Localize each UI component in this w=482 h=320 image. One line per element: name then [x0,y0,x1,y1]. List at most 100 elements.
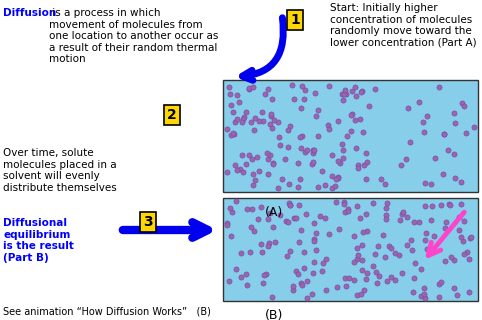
Point [441,258,449,263]
Point [325,84,333,89]
Point [363,271,371,276]
Point [335,227,343,232]
Point [351,117,359,123]
Point [379,232,387,237]
Point [344,206,351,212]
Point [383,279,390,284]
Point [358,88,366,93]
Point [470,124,478,129]
Point [350,260,358,265]
Point [369,264,376,269]
Point [321,257,329,262]
Point [340,91,348,96]
Point [249,156,256,161]
Point [265,171,272,176]
Point [395,252,403,258]
Point [347,128,355,133]
Point [362,150,370,156]
Point [324,122,332,127]
Point [325,232,333,237]
Point [458,100,466,106]
Point [382,217,389,222]
Point [382,206,390,211]
Point [245,85,253,91]
Point [264,87,272,92]
Point [417,267,425,272]
Point [358,268,366,273]
Point [353,204,361,209]
Point [428,218,435,223]
Point [267,111,275,116]
Point [295,203,303,208]
Point [359,229,367,234]
Point [437,203,445,208]
Point [249,84,257,89]
Point [457,179,465,184]
Point [369,200,376,205]
Point [362,160,370,165]
Point [240,115,248,120]
Point [398,271,406,276]
Point [309,159,317,164]
Point [282,218,290,223]
Point [360,287,368,292]
Point [223,126,231,131]
Point [339,155,347,160]
Point [286,124,294,129]
Point [262,271,269,276]
Point [333,285,341,290]
Point [409,289,417,294]
Point [466,235,473,240]
Point [255,118,263,123]
Point [430,233,438,238]
Point [415,99,423,104]
Point [465,257,473,262]
Text: Over time, solute
molecules placed in a
solvent will evenly
distribute themselve: Over time, solute molecules placed in a … [3,148,117,193]
Text: Diffusional
equilibrium
is the result
(Part B): Diffusional equilibrium is the result (P… [3,218,74,263]
Point [328,174,336,179]
Point [332,184,339,189]
Point [314,185,321,190]
Point [303,295,311,300]
Point [391,277,399,282]
Point [399,210,407,215]
Point [309,148,317,153]
Point [235,100,242,105]
Point [419,119,427,124]
Point [381,254,388,259]
Point [357,292,365,297]
Point [462,130,470,135]
Point [240,117,247,122]
Point [336,161,344,166]
Point [335,174,342,180]
Point [457,201,465,206]
Point [296,106,304,111]
Text: Diffusion: Diffusion [3,8,56,18]
Point [358,242,366,247]
Point [352,146,360,151]
Point [333,177,340,182]
Point [350,277,358,282]
Point [354,166,362,171]
Point [257,242,265,247]
Point [451,176,459,181]
Point [264,216,272,221]
Point [284,127,292,132]
Point [297,146,305,151]
Point [291,96,298,101]
Point [428,203,436,208]
Point [314,133,322,138]
Point [347,113,355,118]
Point [286,203,294,208]
Point [294,272,302,277]
Point [311,90,319,95]
Point [408,248,416,253]
Point [420,129,428,134]
Point [268,125,275,131]
Point [451,286,458,291]
Point [342,91,350,96]
Point [303,278,310,283]
Point [242,161,250,166]
Point [223,222,231,227]
Point [450,110,458,116]
